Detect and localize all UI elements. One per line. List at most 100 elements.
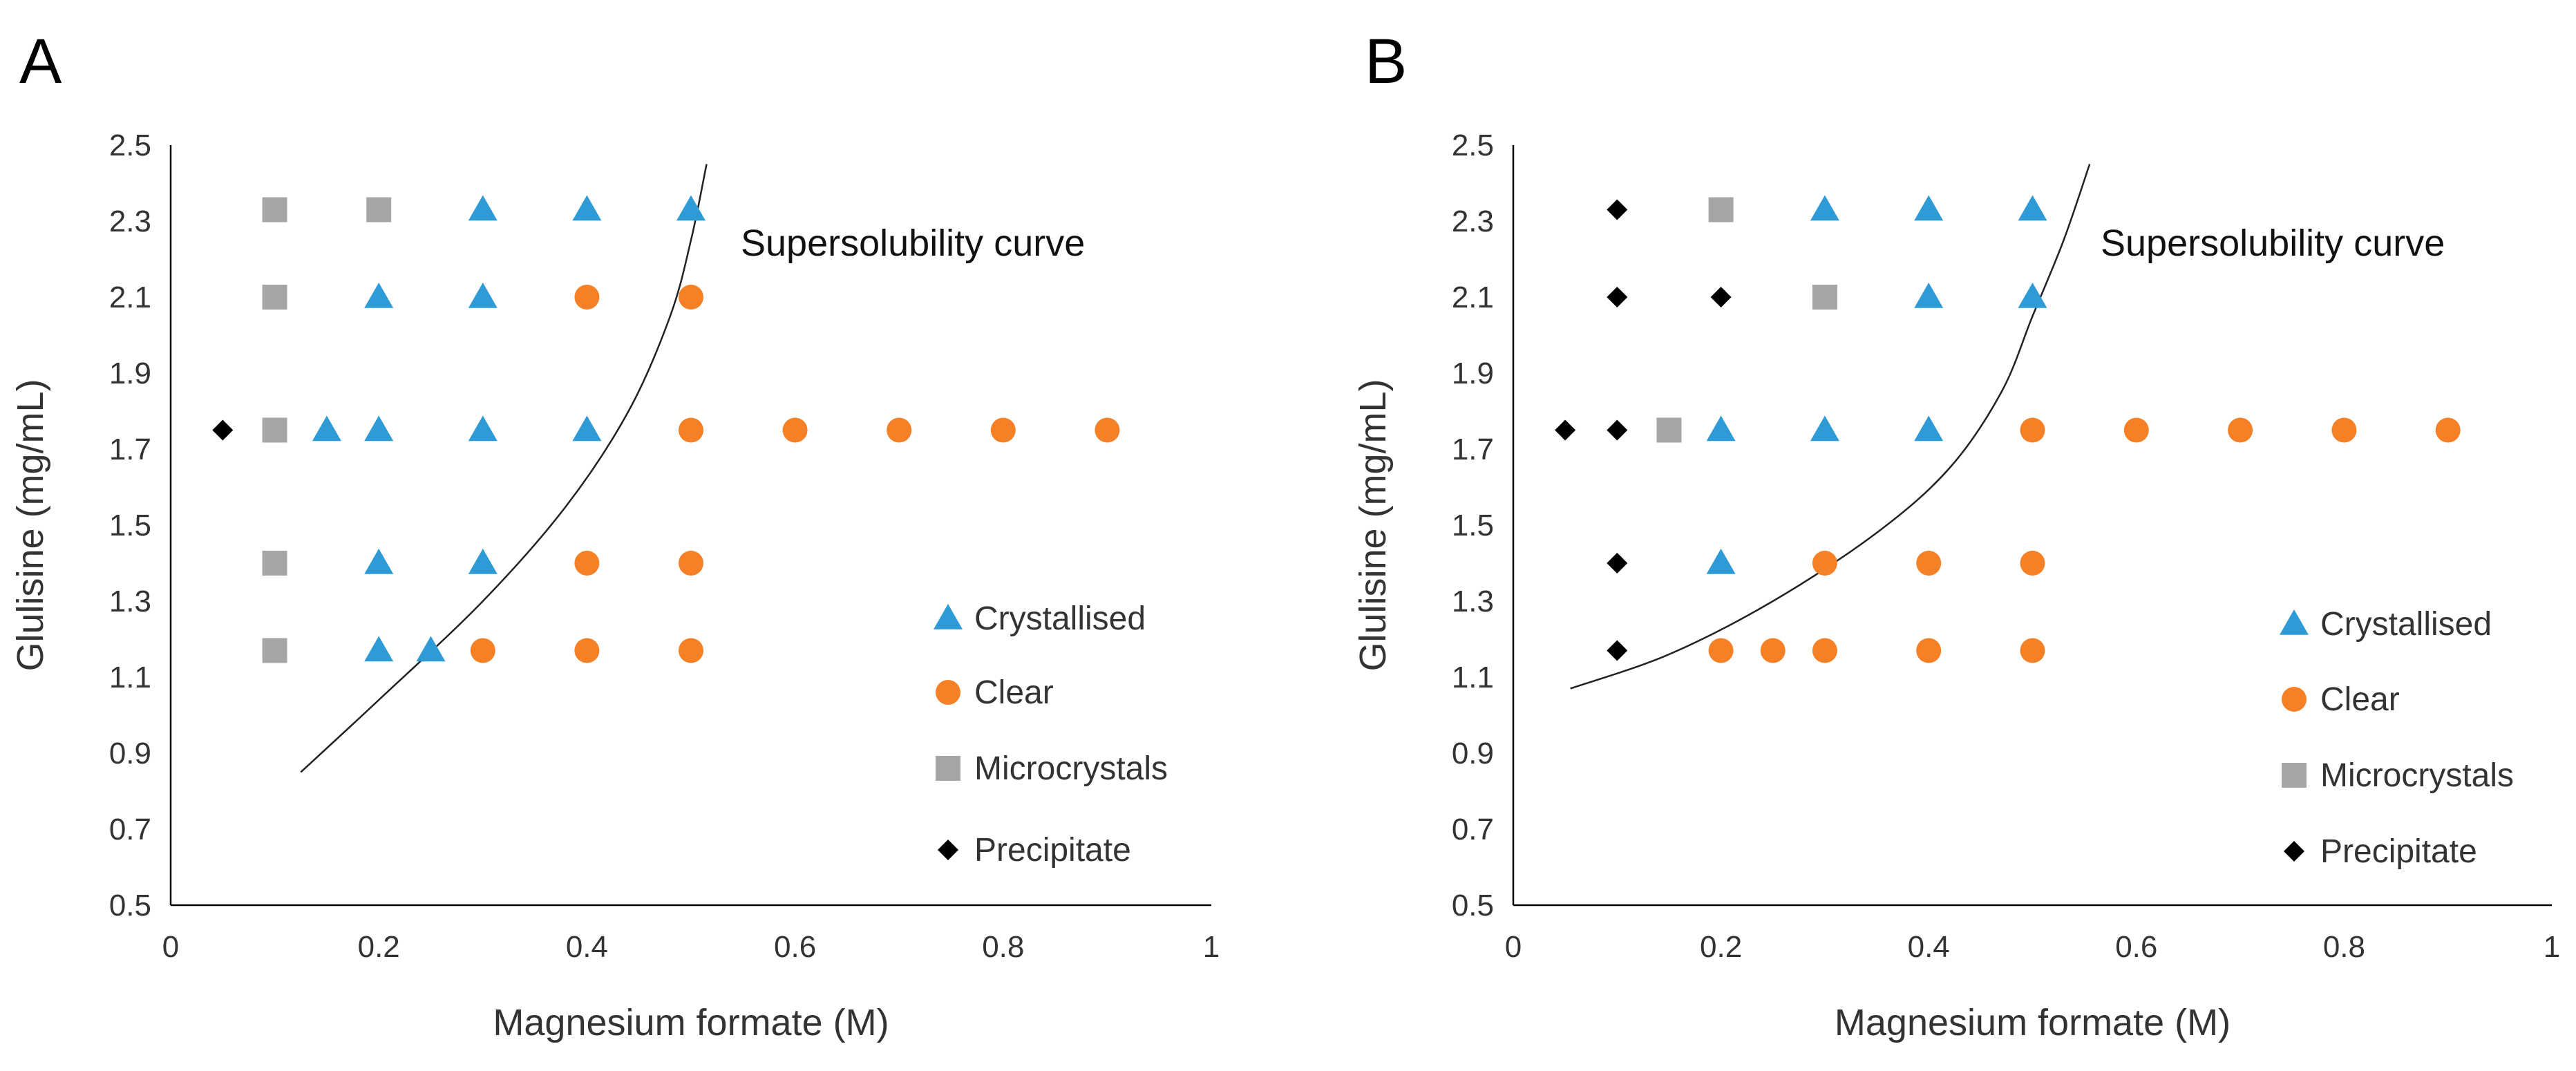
clear-point [679,417,703,443]
crystallised-point [2018,283,2047,308]
series-clear [1708,417,2461,663]
clear-point [2331,417,2357,443]
clear-point [887,417,912,443]
microcrystals-point [262,638,287,663]
x-tick-label: 0.6 [774,930,816,964]
legend-precipitate-label: Precipitate [974,832,1131,869]
crystallised-point [468,415,498,442]
legend-precipitate-marker [2284,841,2304,862]
y-axis-title: Glulisine (mg/mL) [1352,379,1394,671]
legend: Crystallised Clear Microcrystals Precipitat… [2280,606,2514,870]
clear-point [2435,417,2461,443]
y-tick-label: 2.3 [1452,205,1494,238]
supersolubility-curve-label: Supersolubility curve [741,222,1085,264]
clear-point [782,417,808,443]
panel-b: B 0 0.2 0.4 0.6 0.8 1 0.5 0.7 0.9 1.1 1.3 1.5 1.7 1.9 2… [1352,26,2560,1043]
microcrystals-point [262,197,287,222]
legend-crystallised-marker [2280,609,2309,635]
y-tick-label: 0.5 [1452,889,1494,922]
panel-label: B [1365,26,1407,97]
crystallised-point [364,549,394,574]
clear-point [679,551,703,576]
y-tick-label: 2.1 [109,281,151,314]
supersolubility-curve [1570,164,2091,690]
x-axis-title: Magnesium formate (M) [493,1002,889,1043]
crystallised-point [468,283,498,308]
clear-point [1708,638,1734,663]
crystallised-point [468,195,498,221]
clear-point [1095,417,1120,443]
legend: Crystallised Clear Microcrystals Precipitat… [934,600,1168,869]
legend-clear-marker [936,680,960,705]
microcrystals-point [262,285,287,310]
x-tick-label: 0.8 [982,930,1024,964]
legend-clear-marker [2282,687,2307,712]
crystallised-point [364,283,394,308]
clear-point [679,638,703,663]
y-axis-title: Glulisine (mg/mL) [10,379,51,671]
y-tick-label: 0.9 [109,737,151,770]
clear-point [2020,417,2045,443]
precipitate-point [212,419,234,441]
panel-label: A [19,26,62,97]
precipitate-point [1607,553,1628,574]
y-tick-label: 0.7 [109,813,151,846]
precipitate-point [1607,199,1628,220]
microcrystals-point [1708,197,1734,222]
x-axis-title: Magnesium formate (M) [1835,1002,2231,1043]
microcrystals-point [262,551,287,576]
x-tick-label: 0 [162,930,179,964]
crystallised-point [572,415,602,442]
clear-point [990,417,1016,443]
series-clear [470,285,1120,663]
clear-point [2123,417,2149,443]
crystallised-point [1914,283,1944,308]
clear-point [470,638,495,663]
x-tick-label: 0 [1505,930,1522,964]
legend-microcrystals-marker [936,756,960,781]
y-tick-label: 1.9 [109,357,151,390]
y-tick-label: 1.3 [1452,585,1494,618]
clear-point [679,285,703,310]
y-tick-label: 2.1 [1452,281,1494,314]
crystallised-point [364,636,394,662]
clear-point [2020,638,2045,663]
clear-point [1812,551,1837,576]
clear-point [2228,417,2253,443]
series-microcrystals [1656,197,1837,443]
y-tick-label: 0.5 [109,889,151,922]
precipitate-point [1607,287,1628,307]
clear-point [1760,638,1786,663]
legend-microcrystals-label: Microcrystals [2320,757,2514,794]
y-tick-label: 0.7 [1452,813,1494,846]
crystallised-point [1706,415,1736,442]
series-precipitate [1555,199,1732,661]
clear-point [1812,638,1837,663]
y-tick-label: 1.5 [109,509,151,542]
crystallised-point [2018,195,2047,221]
crystallised-point [416,636,446,662]
supersolubility-curve-label: Supersolubility curve [2101,222,2445,264]
crystallised-point [1914,415,1944,442]
legend-crystallised-marker [934,604,963,629]
legend-microcrystals-marker [2282,763,2307,788]
y-tick-label: 1.1 [109,661,151,694]
x-tick-label: 0.8 [2323,930,2365,964]
microcrystals-point [1656,417,1682,443]
x-tick-label: 0.4 [566,930,608,964]
series-microcrystals [262,197,392,663]
y-tick-label: 1.3 [109,585,151,618]
precipitate-point [1555,419,1576,441]
crystallised-point [1810,415,1839,442]
y-tick-label: 2.3 [109,205,151,238]
y-tick-label: 1.9 [1452,357,1494,390]
crystallised-point [1810,195,1839,221]
legend-precipitate-marker [938,840,958,860]
crystallised-point [364,415,394,442]
legend-precipitate-label: Precipitate [2320,833,2477,870]
microcrystals-point [366,197,392,222]
y-tick-label: 1.1 [1452,661,1494,694]
legend-clear-label: Clear [974,674,1054,711]
y-tick-label: 2.5 [1452,129,1494,162]
y-tick-label: 0.9 [1452,737,1494,770]
